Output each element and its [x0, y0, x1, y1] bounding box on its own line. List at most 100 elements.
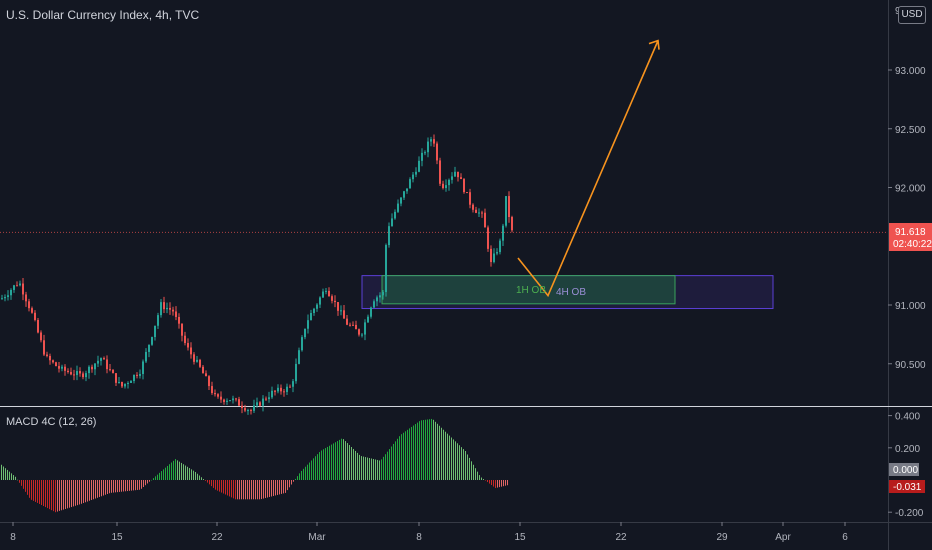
- candle-body: [328, 290, 330, 297]
- projection-arrow[interactable]: [517, 40, 659, 298]
- candle-body: [238, 399, 240, 406]
- macd-bar: [415, 424, 416, 480]
- candle-body: [415, 171, 417, 175]
- candle-body: [133, 374, 135, 381]
- candle-body: [124, 383, 126, 387]
- candle-body: [28, 301, 30, 309]
- candle-body: [376, 297, 378, 302]
- macd-bar: [487, 480, 488, 483]
- candle-body: [16, 285, 18, 287]
- macd-bar: [71, 480, 72, 508]
- macd-bar: [17, 479, 18, 481]
- macd-bar: [497, 480, 498, 488]
- candle-body: [394, 211, 396, 219]
- candle-body: [223, 399, 225, 402]
- macd-bar: [215, 480, 216, 490]
- candle-body: [502, 225, 504, 241]
- macd-bar: [183, 464, 184, 480]
- macd-bar: [359, 454, 360, 480]
- macd-bar: [423, 420, 424, 480]
- currency-button[interactable]: USD: [898, 6, 926, 24]
- candle-body: [139, 373, 141, 376]
- macd-bar: [191, 469, 192, 480]
- macd-bar: [73, 480, 74, 507]
- candle-body: [478, 212, 480, 214]
- candle-body: [187, 343, 189, 348]
- macd-bar: [65, 480, 66, 509]
- candle-body: [469, 192, 471, 205]
- current-price-tag: [889, 223, 932, 251]
- macd-bar: [67, 480, 68, 509]
- macd-bar: [325, 448, 326, 480]
- candle-body: [349, 324, 351, 326]
- chart-title[interactable]: U.S. Dollar Currency Index, 4h, TVC: [6, 8, 200, 22]
- candle-body: [178, 316, 180, 324]
- macd-value: -0.031: [893, 482, 922, 493]
- macd-bar: [451, 437, 452, 480]
- macd-bar: [167, 465, 168, 480]
- macd-bar: [493, 480, 494, 487]
- macd-bar: [243, 480, 244, 500]
- macd-bar: [77, 480, 78, 506]
- macd-bar: [247, 480, 248, 500]
- macd-bar: [159, 472, 160, 480]
- candle-body: [292, 381, 294, 387]
- macd-bar: [287, 480, 288, 491]
- candle-body: [190, 347, 192, 355]
- macd-bar: [123, 480, 124, 492]
- candle-body: [373, 301, 375, 308]
- macd-bar: [211, 480, 212, 487]
- macd-bar: [445, 431, 446, 480]
- macd-bar: [1, 464, 2, 480]
- candle-body: [154, 325, 156, 338]
- macd-bar: [119, 480, 120, 492]
- macd-bar: [431, 418, 432, 480]
- macd-bar: [93, 480, 94, 500]
- macd-bar: [495, 480, 496, 489]
- price-label: 90.500: [895, 360, 926, 371]
- macd-bar: [471, 461, 472, 480]
- candle-body: [1, 298, 3, 300]
- macd-bar: [279, 480, 280, 495]
- candle-body: [169, 307, 171, 310]
- candle-body: [103, 358, 105, 360]
- macd-bar: [463, 449, 464, 480]
- zone-4h-ob: [361, 275, 774, 310]
- macd-bar: [403, 432, 404, 480]
- candle-body: [430, 139, 432, 142]
- candle-body: [184, 335, 186, 344]
- candle-body: [247, 410, 249, 412]
- macd-indicator-title[interactable]: MACD 4C (12, 26): [6, 416, 97, 428]
- macd-bar: [149, 480, 150, 482]
- time-axis[interactable]: 8 15 22 Mar 8 15 22 29 Apr 6: [10, 522, 848, 543]
- candle-body: [406, 188, 408, 192]
- candle-body: [55, 362, 57, 367]
- macd-bar: [57, 480, 58, 512]
- macd-bar: [433, 419, 434, 480]
- macd-bar: [441, 427, 442, 480]
- candle-body: [346, 318, 348, 325]
- candle-body: [232, 398, 234, 401]
- macd-bar: [263, 480, 264, 499]
- macd-bar: [157, 474, 158, 480]
- candle-body: [271, 390, 273, 398]
- macd-zero-tag: [889, 463, 919, 476]
- macd-bar: [87, 480, 88, 502]
- candle-body: [58, 366, 60, 369]
- macd-bar: [387, 451, 388, 480]
- macd-bar: [253, 480, 254, 500]
- macd-bar: [105, 480, 106, 495]
- macd-axis[interactable]: 0.400 0.200 -0.200: [888, 412, 924, 520]
- macd-bar: [223, 480, 224, 494]
- candle-body: [181, 323, 183, 336]
- macd-bar: [295, 478, 296, 480]
- macd-bar: [379, 460, 380, 480]
- candle-body: [481, 212, 483, 214]
- candle-body: [400, 197, 402, 204]
- macd-bar: [97, 480, 98, 498]
- candle-body: [136, 374, 138, 376]
- arrow-head-icon: [648, 39, 660, 50]
- candle-body: [274, 390, 276, 392]
